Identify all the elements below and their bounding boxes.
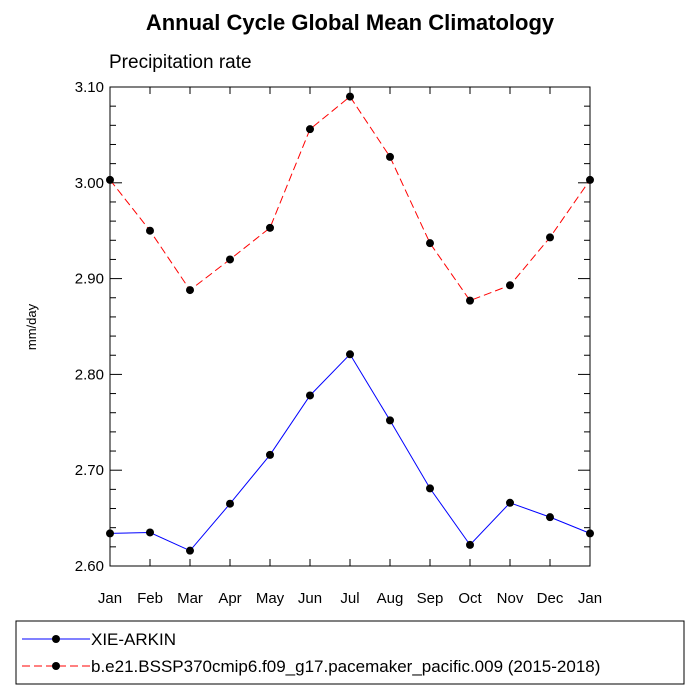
- x-tick-label: Jan: [98, 590, 122, 607]
- y-tick-label: 2.80: [75, 366, 104, 383]
- legend-box: [15, 620, 685, 685]
- series-1-point: [346, 350, 354, 359]
- y-tick-label: 3.10: [75, 79, 104, 96]
- series-1-point: [586, 529, 594, 538]
- legend-label-1: XIE-ARKIN: [91, 630, 176, 649]
- series-2-point: [266, 223, 274, 232]
- series-1-point: [106, 529, 114, 538]
- x-tick-label: Jun: [298, 590, 322, 607]
- x-tick-label: Feb: [137, 590, 163, 607]
- series-2-point: [466, 296, 474, 305]
- series-1-point: [266, 450, 274, 459]
- x-tick-label: Jul: [340, 590, 359, 607]
- series-2-point: [146, 226, 154, 235]
- legend-label-2: b.e21.BSSP370cmip6.f09_g17.pacemaker_pac…: [91, 657, 600, 676]
- legend: XIE-ARKIN b.e21.BSSP370cmip6.f09_g17.pace…: [22, 630, 600, 676]
- y-tick-label: 2.90: [75, 271, 104, 288]
- y-tick-label: 2.70: [75, 462, 104, 479]
- plot-frame: [109, 86, 591, 567]
- series-1-point: [546, 513, 554, 522]
- x-tick-label: Sep: [417, 590, 444, 607]
- series-1-point: [386, 416, 394, 425]
- x-tick-label: Aug: [377, 590, 404, 607]
- chart-subtitle: Precipitation rate: [109, 52, 252, 73]
- series-1-point: [466, 540, 474, 549]
- series-1-point: [306, 391, 314, 400]
- y-tick-labels: 2.60 2.70 2.80 2.90 3.00 3.10: [75, 79, 104, 575]
- series-line-2: [109, 95, 591, 302]
- series-1-point: [146, 528, 154, 537]
- x-tick-label: Oct: [458, 590, 482, 607]
- x-tick-label: Mar: [177, 590, 203, 607]
- legend-marker-1: [52, 635, 60, 643]
- series-2-point: [506, 281, 514, 290]
- y-axis-label: mm/day: [24, 303, 39, 350]
- series-2-point: [586, 175, 594, 184]
- x-tick-label: Dec: [537, 590, 564, 607]
- series-2-point: [386, 152, 394, 161]
- series-1-point: [226, 499, 234, 508]
- y-tick-label: 3.00: [75, 175, 104, 192]
- chart-title: Annual Cycle Global Mean Climatology: [146, 10, 555, 35]
- series-2-point: [546, 233, 554, 242]
- x-tick-label: Jan: [578, 590, 602, 607]
- series-1-point: [506, 498, 514, 507]
- series-2-point: [226, 255, 234, 264]
- series-layer: [106, 92, 594, 555]
- series-2-point: [346, 92, 354, 101]
- series-1-point: [426, 484, 434, 493]
- series-line-1: [109, 353, 591, 552]
- axis-ticks: [109, 86, 591, 567]
- series-2-point: [426, 239, 434, 248]
- x-tick-labels: Jan Feb Mar Apr May Jun Jul Aug Sep Oct Nov Dec Jan: [98, 590, 602, 607]
- x-tick-label: Nov: [497, 590, 524, 607]
- legend-marker-2: [52, 662, 60, 670]
- series-1-point: [186, 546, 194, 555]
- series-2-point: [306, 125, 314, 134]
- series-2-point: [106, 175, 114, 184]
- x-tick-label: May: [256, 590, 285, 607]
- series-2-point: [186, 286, 194, 295]
- x-tick-label: Apr: [218, 590, 241, 607]
- y-tick-label: 2.60: [75, 558, 104, 575]
